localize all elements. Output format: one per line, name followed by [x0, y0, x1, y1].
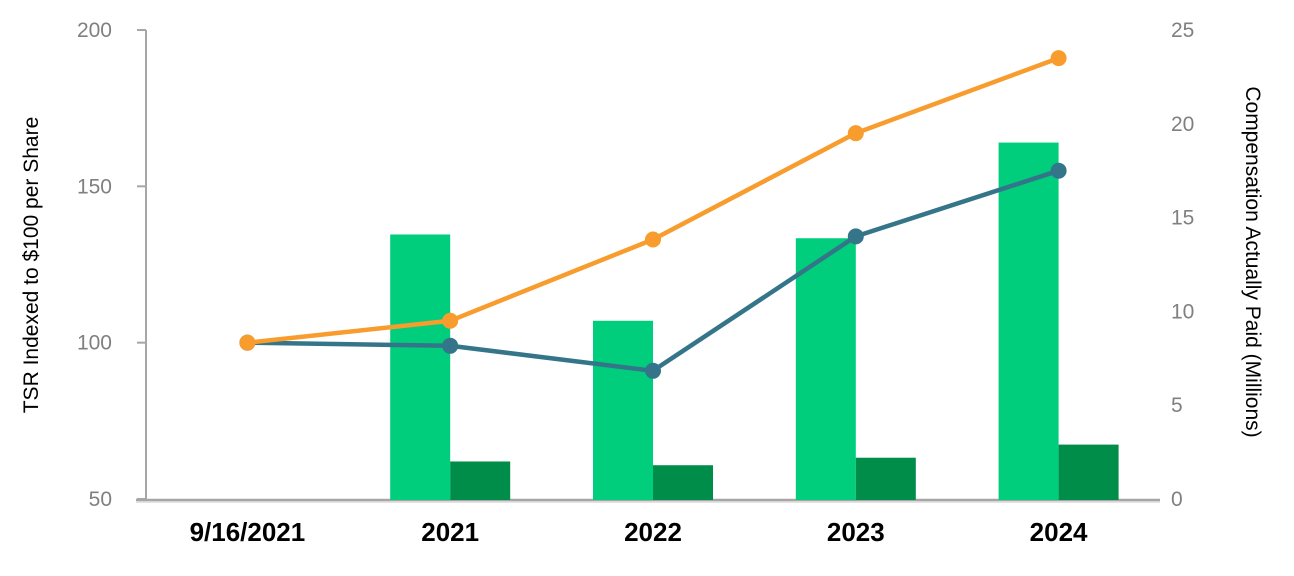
- line-series: [239, 50, 1067, 379]
- light-green-bars-bar: [593, 320, 653, 500]
- right-axis-tick-label: 15: [1171, 207, 1194, 230]
- left-axis-tick-label: 100: [77, 332, 112, 355]
- right-axis-title: Compensation Actually Paid (Millions): [1241, 86, 1264, 437]
- orange-line-point: [847, 125, 864, 142]
- teal-line-point: [847, 228, 864, 245]
- right-axis-tick-labels: 0 5 10 15 20 25: [1171, 19, 1194, 511]
- x-axis-label: 2022: [624, 517, 682, 547]
- x-axis-label: 2024: [1030, 517, 1088, 547]
- dark-green-bars-bar: [450, 461, 511, 500]
- light-green-bars-bar: [390, 234, 451, 500]
- right-axis-tick-label: 20: [1171, 113, 1194, 136]
- orange-line: [247, 56, 1060, 345]
- orange-line-point: [1050, 50, 1067, 67]
- left-axis-tick-label: 200: [77, 19, 112, 42]
- orange-line-point: [239, 334, 256, 351]
- left-axis-tick-labels: 50 100 150 200: [77, 19, 146, 511]
- left-axis-title: TSR Indexed to $100 per Share: [20, 117, 43, 414]
- dark-green-bars-bar: [653, 465, 713, 500]
- right-axis-tick-label: 0: [1171, 488, 1183, 511]
- dark-green-bars-bar: [1058, 444, 1119, 500]
- teal-line-point: [1050, 162, 1067, 179]
- orange-line-point: [442, 312, 459, 329]
- light-green-bars-bar: [795, 238, 856, 500]
- x-axis-category-labels: 9/16/2021 2021 2022 2023 2024: [190, 517, 1088, 547]
- bar-series: [390, 142, 1119, 500]
- light-green-bars-bar: [998, 142, 1059, 500]
- left-axis-tick-label: 150: [77, 175, 112, 198]
- right-axis-tick-label: 10: [1171, 300, 1194, 323]
- x-axis-label: 9/16/2021: [190, 517, 306, 547]
- left-axis-tick-label: 50: [89, 488, 112, 511]
- right-axis-tick-label: 5: [1171, 394, 1183, 417]
- orange-line-point: [645, 231, 661, 248]
- x-axis-label: 2023: [827, 517, 885, 547]
- right-axis-tick-label: 25: [1171, 19, 1194, 42]
- teal-line-point: [645, 362, 661, 379]
- teal-line-point: [442, 337, 459, 354]
- x-axis-label: 2021: [421, 517, 479, 547]
- dark-green-bars-bar: [855, 457, 916, 500]
